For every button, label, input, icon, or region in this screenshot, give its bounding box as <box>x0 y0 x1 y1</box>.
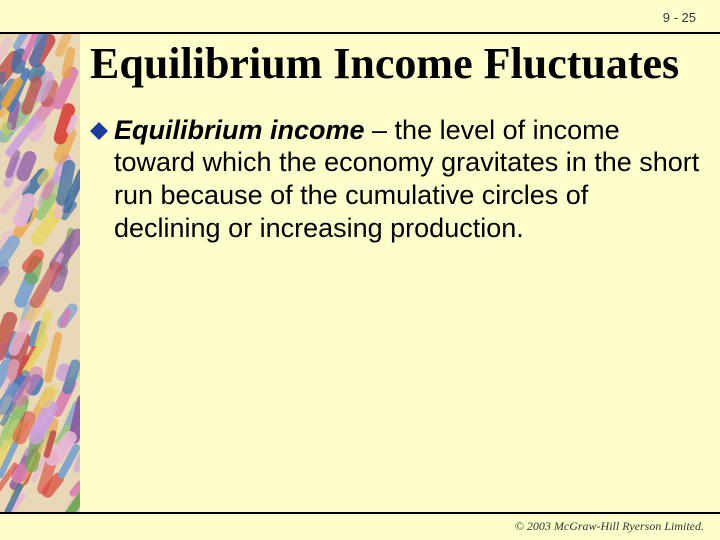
bottom-rule <box>0 512 720 514</box>
bullet-lead: Equilibrium income <box>114 115 365 145</box>
slide-title: Equilibrium Income Fluctuates <box>90 40 700 88</box>
diamond-bullet-icon <box>90 122 108 140</box>
content-area: Equilibrium Income Fluctuates Equilibriu… <box>90 40 700 245</box>
bullet-item: Equilibrium income – the level of income… <box>90 114 700 246</box>
copyright: © 2003 McGraw-Hill Ryerson Limited. <box>515 519 704 534</box>
page-number: 9 - 25 <box>663 10 696 25</box>
top-rule <box>0 32 720 34</box>
decorative-sidebar <box>0 34 80 512</box>
bullet-text: Equilibrium income – the level of income… <box>114 114 700 246</box>
